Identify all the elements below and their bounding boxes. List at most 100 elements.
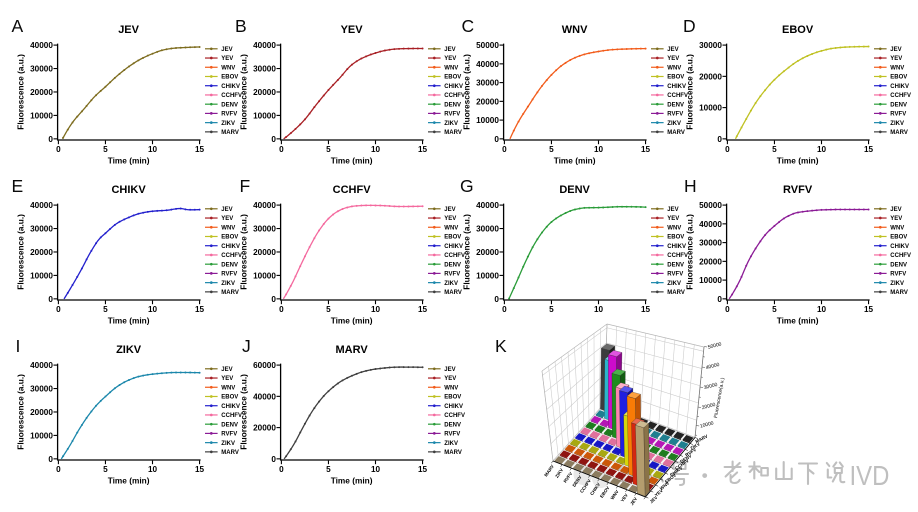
svg-text:YEV: YEV — [444, 56, 456, 62]
svg-text:10000: 10000 — [30, 271, 53, 280]
svg-text:15: 15 — [195, 465, 205, 474]
svg-text:10000: 10000 — [476, 271, 499, 280]
svg-text:10: 10 — [817, 145, 827, 154]
svg-text:CCHFV: CCHFV — [667, 93, 688, 99]
svg-text:40000: 40000 — [699, 220, 722, 229]
svg-text:EBOV: EBOV — [599, 486, 610, 499]
svg-text:MARV: MARV — [667, 290, 685, 296]
svg-text:5: 5 — [549, 305, 554, 314]
svg-text:EBOV: EBOV — [221, 75, 238, 81]
svg-text:0: 0 — [271, 135, 276, 144]
svg-text:15: 15 — [641, 305, 651, 314]
svg-text:5: 5 — [772, 145, 777, 154]
svg-text:50000: 50000 — [476, 41, 499, 50]
svg-text:RVFV: RVFV — [684, 447, 697, 457]
svg-text:MARV: MARV — [667, 130, 685, 136]
svg-text:50000: 50000 — [699, 201, 722, 210]
svg-text:Time (min): Time (min) — [777, 315, 819, 325]
svg-text:ZIKV: ZIKV — [689, 441, 700, 450]
svg-text:0: 0 — [48, 135, 53, 144]
svg-text:30000: 30000 — [699, 239, 722, 248]
svg-text:EBOV: EBOV — [890, 75, 907, 81]
svg-text:WNV: WNV — [221, 225, 235, 231]
svg-text:CCHFV: CCHFV — [221, 93, 242, 99]
svg-text:WNV: WNV — [667, 225, 681, 231]
svg-text:EBOV: EBOV — [444, 75, 461, 81]
svg-text:MARV: MARV — [221, 450, 239, 456]
svg-text:50000: 50000 — [707, 341, 722, 350]
svg-text:DENV: DENV — [571, 475, 582, 488]
svg-text:10000: 10000 — [699, 104, 722, 113]
svg-text:0: 0 — [279, 145, 284, 154]
svg-text:ZIKV: ZIKV — [444, 441, 458, 447]
svg-text:E: E — [12, 176, 24, 196]
svg-text:10000: 10000 — [253, 111, 276, 120]
svg-text:40000: 40000 — [253, 201, 276, 210]
svg-text:CHIKV: CHIKV — [111, 184, 146, 196]
svg-text:MARV: MARV — [543, 464, 555, 478]
svg-text:10: 10 — [148, 305, 158, 314]
svg-text:JEV: JEV — [444, 207, 455, 213]
svg-text:0: 0 — [725, 145, 730, 154]
svg-text:DENV: DENV — [890, 102, 907, 108]
svg-text:10: 10 — [371, 145, 381, 154]
svg-text:Time (min): Time (min) — [331, 475, 373, 485]
svg-text:10: 10 — [594, 305, 604, 314]
svg-text:Time (min): Time (min) — [108, 475, 150, 485]
svg-text:DENV: DENV — [559, 184, 590, 196]
svg-text:MARV: MARV — [444, 130, 462, 136]
svg-text:Fluorescence (a.u.): Fluorescence (a.u.) — [239, 54, 249, 130]
svg-text:5: 5 — [326, 465, 331, 474]
svg-text:ZIKV: ZIKV — [667, 121, 681, 127]
svg-text:10000: 10000 — [699, 420, 714, 429]
svg-text:JEV: JEV — [221, 47, 232, 53]
svg-text:RVFV: RVFV — [221, 432, 237, 438]
svg-text:0: 0 — [279, 465, 284, 474]
svg-text:0: 0 — [494, 295, 499, 304]
svg-text:CHIKV: CHIKV — [667, 84, 686, 90]
svg-text:0: 0 — [271, 295, 276, 304]
svg-text:WNV: WNV — [444, 65, 458, 71]
svg-text:Fluorescence (a.u.): Fluorescence (a.u.) — [685, 214, 695, 290]
svg-text:0: 0 — [48, 455, 53, 464]
svg-text:MARV: MARV — [221, 290, 239, 296]
svg-text:MARV: MARV — [444, 450, 462, 456]
svg-text:0: 0 — [279, 305, 284, 314]
svg-text:20000: 20000 — [253, 424, 276, 433]
svg-text:RVFV: RVFV — [444, 432, 460, 438]
svg-text:10: 10 — [371, 465, 381, 474]
svg-text:JEV: JEV — [221, 367, 232, 373]
svg-text:EBOV: EBOV — [782, 24, 814, 36]
svg-text:Time (min): Time (min) — [331, 315, 373, 325]
svg-text:0: 0 — [56, 305, 61, 314]
svg-text:5: 5 — [549, 145, 554, 154]
svg-text:20000: 20000 — [253, 248, 276, 257]
svg-text:DENV: DENV — [221, 422, 238, 428]
svg-text:5: 5 — [103, 305, 108, 314]
svg-text:40000: 40000 — [30, 41, 53, 50]
svg-text:MARV: MARV — [890, 130, 908, 136]
svg-text:D: D — [683, 16, 696, 36]
svg-text:40000: 40000 — [705, 362, 720, 371]
svg-text:ZIKV: ZIKV — [554, 468, 564, 479]
svg-text:30000: 30000 — [703, 382, 718, 391]
svg-text:CCHFV: CCHFV — [333, 184, 372, 196]
svg-text:10: 10 — [371, 305, 381, 314]
svg-text:DENV: DENV — [667, 102, 684, 108]
svg-text:RVFV: RVFV — [221, 112, 237, 118]
svg-text:20000: 20000 — [476, 248, 499, 257]
svg-text:DENV: DENV — [667, 262, 684, 268]
svg-text:Fluorescence (a.u.): Fluorescence (a.u.) — [239, 374, 249, 450]
svg-text:0: 0 — [502, 145, 507, 154]
svg-text:RVFV: RVFV — [890, 272, 906, 278]
svg-text:EBOV: EBOV — [444, 395, 461, 401]
svg-text:40000: 40000 — [476, 201, 499, 210]
svg-text:ZIKV: ZIKV — [221, 281, 235, 287]
svg-text:10000: 10000 — [476, 116, 499, 125]
svg-text:CCHFV: CCHFV — [221, 413, 242, 419]
svg-text:RVFV: RVFV — [221, 272, 237, 278]
svg-text:40000: 40000 — [30, 361, 53, 370]
svg-text:YEV: YEV — [221, 216, 233, 222]
svg-text:RVFV: RVFV — [667, 272, 683, 278]
svg-text:DENV: DENV — [890, 262, 907, 268]
